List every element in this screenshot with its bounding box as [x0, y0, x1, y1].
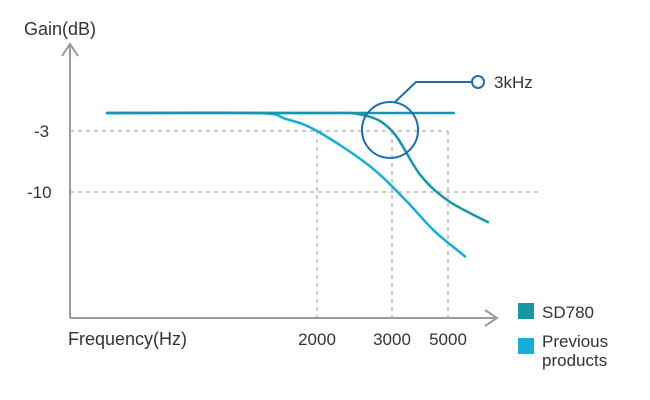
annotation-marker	[471, 75, 485, 89]
annotation-label: 3kHz	[494, 73, 533, 92]
legend-label-line: Previous	[542, 332, 608, 351]
annotation-circle	[361, 101, 419, 159]
legend-label-line: products	[542, 351, 607, 370]
series-lines	[105, 111, 490, 258]
y-axis-arrow	[61, 42, 79, 57]
y-tick-label: -3	[34, 122, 49, 141]
x-axis-title: Frequency(Hz)	[68, 329, 187, 349]
y-tick-label: -10	[27, 183, 52, 202]
grid-lines	[70, 130, 540, 318]
legend-label-previous-products: Previous products	[542, 332, 613, 370]
series-line-sd780	[105, 111, 490, 224]
legend-swatch-previous-products	[518, 338, 534, 354]
legend-label-sd780: SD780	[542, 303, 594, 322]
annotation-3khz: 3kHz	[361, 73, 533, 159]
legend: SD780 Previous products	[518, 303, 613, 370]
annotation-leader-line	[394, 81, 478, 103]
y-axis-title: Gain(dB)	[24, 19, 96, 39]
x-tick-label: 2000	[298, 330, 336, 349]
series-line-previous-products	[105, 111, 467, 258]
x-tick-label: 3000	[373, 330, 411, 349]
x-tick-label: 5000	[429, 330, 467, 349]
legend-swatch-sd780	[518, 303, 534, 319]
x-axis-arrow	[484, 309, 499, 327]
